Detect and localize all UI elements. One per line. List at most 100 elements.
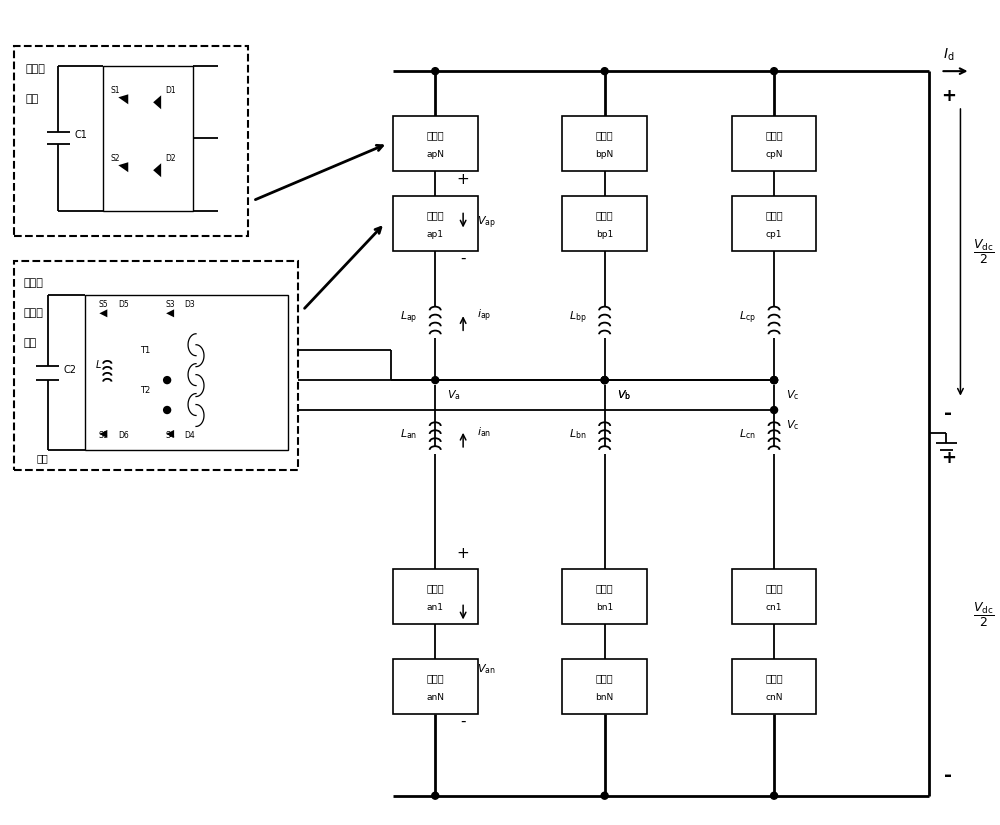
- Text: 子模块: 子模块: [765, 210, 783, 220]
- Text: 类全桥: 类全桥: [24, 279, 43, 289]
- Bar: [393, 116, 478, 171]
- Text: cn1: cn1: [766, 603, 782, 612]
- Circle shape: [771, 792, 778, 799]
- Text: bnN: bnN: [596, 693, 614, 702]
- Text: bp1: bp1: [596, 229, 613, 238]
- Polygon shape: [153, 163, 161, 177]
- Text: 子模块: 子模块: [765, 130, 783, 140]
- Bar: [732, 196, 816, 251]
- Circle shape: [601, 377, 608, 384]
- Bar: [393, 569, 478, 625]
- Text: 电池: 电池: [37, 453, 48, 463]
- Polygon shape: [166, 309, 174, 318]
- Text: 模块: 模块: [24, 338, 37, 348]
- Bar: [103, 66, 193, 210]
- Text: bpN: bpN: [596, 150, 614, 159]
- Text: $L_{\rm bp}$: $L_{\rm bp}$: [569, 309, 587, 326]
- Polygon shape: [118, 163, 128, 172]
- Text: anN: anN: [426, 693, 444, 702]
- Bar: [562, 659, 647, 714]
- Text: 子模块: 子模块: [426, 583, 444, 594]
- Circle shape: [771, 407, 778, 413]
- Bar: [14, 261, 298, 469]
- Text: 半桥子: 半桥子: [26, 64, 45, 74]
- Text: $L_{\rm cn}$: $L_{\rm cn}$: [739, 427, 756, 441]
- Text: D1: D1: [165, 87, 176, 96]
- Bar: [393, 196, 478, 251]
- Polygon shape: [118, 94, 128, 104]
- Circle shape: [771, 68, 778, 74]
- Text: $V_{\rm c}$: $V_{\rm c}$: [786, 388, 799, 402]
- Bar: [14, 46, 248, 236]
- Text: an1: an1: [427, 603, 444, 612]
- Text: +: +: [457, 545, 469, 560]
- Text: $L_{T{\rm a}}$: $L_{T{\rm a}}$: [235, 323, 252, 337]
- Text: D2: D2: [165, 154, 176, 163]
- Text: T2: T2: [140, 385, 150, 394]
- Circle shape: [432, 377, 439, 384]
- Text: 储能子: 储能子: [24, 309, 43, 318]
- Text: 子模块: 子模块: [596, 210, 613, 220]
- Text: S2: S2: [111, 154, 120, 163]
- Text: S4: S4: [165, 431, 175, 440]
- Text: S6: S6: [99, 431, 108, 440]
- Text: $V_{\rm ap}$: $V_{\rm ap}$: [477, 215, 496, 231]
- Circle shape: [432, 68, 439, 74]
- Text: 子模块: 子模块: [426, 210, 444, 220]
- Circle shape: [164, 407, 171, 413]
- Text: $V_{\rm an}$: $V_{\rm an}$: [477, 662, 496, 676]
- Circle shape: [601, 68, 608, 74]
- Text: $V_{\rm sa}$: $V_{\rm sa}$: [182, 309, 200, 323]
- Text: +: +: [457, 172, 469, 186]
- Text: $i_{\rm an}$: $i_{\rm an}$: [477, 425, 491, 439]
- Polygon shape: [99, 430, 107, 438]
- Text: $i_b$: $i_b$: [267, 355, 276, 369]
- Polygon shape: [166, 430, 174, 438]
- Text: D4: D4: [185, 431, 195, 440]
- Text: $V_{\rm a}$: $V_{\rm a}$: [447, 388, 461, 402]
- Text: 子模块: 子模块: [765, 583, 783, 594]
- Circle shape: [601, 377, 608, 384]
- Text: 子模块: 子模块: [596, 673, 613, 683]
- Text: D5: D5: [118, 300, 129, 309]
- Text: 子模块: 子模块: [596, 130, 613, 140]
- Text: -: -: [460, 251, 466, 266]
- Bar: [732, 116, 816, 171]
- Text: +: +: [941, 87, 956, 105]
- Circle shape: [601, 792, 608, 799]
- Text: 模块: 模块: [26, 94, 39, 104]
- Text: bn1: bn1: [596, 603, 613, 612]
- Text: $I_{\rm d}$: $I_{\rm d}$: [943, 46, 954, 63]
- Text: S3: S3: [165, 300, 175, 309]
- Circle shape: [432, 792, 439, 799]
- Bar: [562, 116, 647, 171]
- Text: $L_{T{\rm c}}$: $L_{T{\rm c}}$: [236, 383, 252, 397]
- Text: $V_{\rm b}$: $V_{\rm b}$: [617, 388, 631, 402]
- Text: 子模块: 子模块: [426, 673, 444, 683]
- Text: L: L: [95, 360, 101, 370]
- Text: 子模块: 子模块: [765, 673, 783, 683]
- Text: $L_{\rm cp}$: $L_{\rm cp}$: [739, 309, 756, 326]
- Bar: [732, 569, 816, 625]
- Polygon shape: [153, 96, 161, 109]
- Bar: [85, 295, 288, 450]
- Text: -: -: [460, 714, 466, 729]
- Circle shape: [771, 377, 778, 384]
- Polygon shape: [99, 309, 107, 318]
- Text: $L_{T{\rm b}}$: $L_{T{\rm b}}$: [235, 353, 253, 367]
- Circle shape: [771, 377, 778, 384]
- Text: S1: S1: [111, 87, 120, 96]
- Text: $i_a$: $i_a$: [267, 325, 276, 339]
- Text: C2: C2: [63, 365, 76, 375]
- Text: $\dfrac{V_{\rm dc}}{2}$: $\dfrac{V_{\rm dc}}{2}$: [973, 601, 995, 629]
- Bar: [562, 196, 647, 251]
- Bar: [393, 659, 478, 714]
- Bar: [732, 659, 816, 714]
- Text: $V_{\rm sb}$: $V_{\rm sb}$: [182, 339, 200, 353]
- Text: $V_{\rm sc}$: $V_{\rm sc}$: [182, 369, 200, 383]
- Text: $L_{\rm ap}$: $L_{\rm ap}$: [400, 309, 417, 326]
- Text: D3: D3: [185, 300, 195, 309]
- Text: apN: apN: [426, 150, 444, 159]
- Text: +: +: [941, 450, 956, 467]
- Text: 子模块: 子模块: [596, 583, 613, 594]
